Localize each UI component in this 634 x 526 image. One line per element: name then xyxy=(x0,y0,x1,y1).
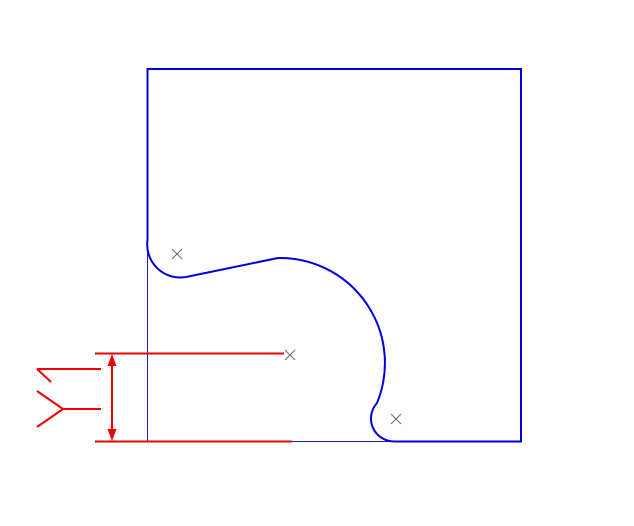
arrowhead-top xyxy=(107,354,117,366)
center-mark-lower xyxy=(390,413,402,425)
part-outline xyxy=(146,68,522,443)
center-mark-arc-large xyxy=(284,349,296,361)
arrowhead-bottom xyxy=(107,429,117,441)
center-mark-upper-left xyxy=(171,248,183,260)
fork-symbol-icon xyxy=(36,368,101,428)
dimension-vertical xyxy=(95,352,292,443)
